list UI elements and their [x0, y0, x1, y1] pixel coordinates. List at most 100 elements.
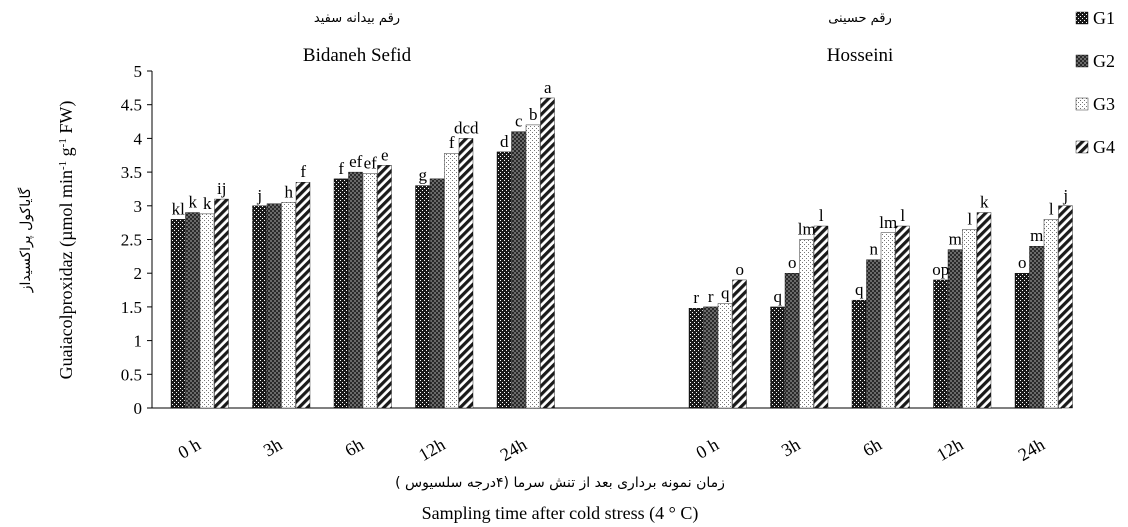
significance-letter: d: [500, 132, 509, 151]
category-labels: 0 h 3h 6h 12h 24h 0 h 3h 6h 12h 24h: [175, 434, 1048, 465]
y-axis-title-fa: گایاکول پراکسیداز: [17, 187, 34, 293]
significance-letter: h: [285, 182, 294, 201]
significance-letter: f: [338, 159, 344, 178]
significance-letter: lm: [879, 213, 897, 232]
y-tick-label: 2: [134, 264, 143, 283]
bar-G4: [976, 212, 992, 409]
category-label: 12h: [933, 434, 966, 465]
category-label: 12h: [415, 434, 448, 465]
category-label: 6h: [859, 434, 885, 460]
bar-G1: [415, 185, 430, 409]
y-axis-title-en: Guaiacolproxidaz (µmol min-1 g-1 FW): [56, 101, 77, 380]
significance-letter: l: [1049, 199, 1054, 218]
significance-letter: f: [449, 133, 455, 152]
significance-letter: dcd: [454, 118, 479, 137]
category-label: 24h: [497, 434, 530, 465]
bar-G3: [525, 124, 541, 409]
bar-G2: [947, 249, 963, 409]
bar-G3: [717, 303, 733, 409]
significance-letter: l: [967, 209, 972, 228]
bar-G3: [880, 232, 896, 409]
x-axis-title-en: Sampling time after cold stress (4 ° C): [422, 503, 699, 524]
bar-G4: [540, 97, 555, 409]
bar-G2: [511, 131, 526, 409]
bar-G4: [295, 182, 311, 409]
significance-letter: r: [693, 288, 699, 307]
bar-G2: [1029, 246, 1044, 409]
significance-letter: a: [544, 78, 552, 97]
significance-letter: ij: [217, 179, 226, 198]
category-label: 3h: [260, 434, 286, 460]
significance-letter: op: [932, 260, 949, 279]
bar-G3: [1043, 219, 1059, 409]
group-title-en-1: Hosseini: [827, 45, 894, 66]
significance-letter: q: [855, 280, 864, 299]
bar-G3: [962, 229, 977, 409]
legend-swatch-G4: [1075, 140, 1089, 154]
y-axis-title: Guaiacolproxidaz (µmol min-1 g-1 FW) گای…: [17, 101, 77, 380]
y-tick-label: 1: [134, 332, 143, 351]
bar-G2: [266, 203, 282, 409]
bar-G4: [732, 279, 747, 409]
bars: [170, 97, 1073, 409]
significance-letter: g: [419, 166, 428, 185]
y-ticks: 0 0.5 1 1.5 2 2.5 3 3.5 4 4.5 5: [121, 62, 152, 418]
bar-G2: [185, 212, 200, 409]
y-tick-label: 1.5: [121, 298, 142, 317]
legend-swatch-G1: [1075, 11, 1089, 25]
group-title-fa-0: رقم بیدانه سفید: [314, 11, 400, 26]
group-title-en-0: Bidaneh Sefid: [303, 45, 412, 66]
significance-letter: o: [736, 260, 745, 279]
group-title-fa-1: رقم حسینی: [828, 11, 892, 26]
bar-G1: [170, 219, 186, 409]
significance-letter: j: [1062, 186, 1068, 205]
y-tick-label: 4: [134, 129, 143, 148]
y-tick-label: 0.5: [121, 365, 142, 384]
significance-letter: l: [900, 206, 905, 225]
bar-G3: [444, 153, 459, 409]
y-tick-label: 3.5: [121, 163, 142, 182]
significance-letter: r: [708, 287, 714, 306]
bar-G1: [851, 299, 867, 409]
group-titles: رقم بیدانه سفید Bidaneh Sefid رقم حسینی …: [303, 11, 893, 66]
x-axis-title-fa: زمان نمونه برداری بعد از تنش سرما (۴درجه…: [395, 475, 725, 491]
legend-label-G3: G3: [1093, 94, 1115, 114]
bar-G2: [866, 259, 881, 409]
significance-letter: m: [949, 230, 962, 249]
category-label: 3h: [778, 434, 804, 460]
legend-swatch-G2: [1075, 54, 1089, 68]
significance-letter: k: [189, 193, 198, 212]
bar-G2: [784, 273, 800, 409]
y-tick-label: 5: [134, 62, 143, 81]
bar-G1: [252, 205, 267, 409]
y-tick-label: 4.5: [121, 96, 142, 115]
y-tick-label: 3: [134, 197, 143, 216]
category-label: 6h: [341, 434, 367, 460]
bar-G4: [458, 138, 474, 409]
significance-letter: q: [721, 284, 730, 303]
y-tick-label: 2.5: [121, 231, 142, 250]
significance-letter: lm: [798, 220, 816, 239]
bar-G1: [333, 178, 349, 409]
bar-G2: [348, 171, 363, 409]
bar-G1: [770, 306, 785, 409]
bar-G4: [377, 165, 392, 409]
legend-label-G2: G2: [1093, 51, 1115, 71]
bar-G2: [429, 178, 445, 409]
x-axis-title: زمان نمونه برداری بعد از تنش سرما (۴درجه…: [395, 475, 725, 524]
significance-letter: ef: [349, 152, 363, 171]
bar-G3: [199, 213, 215, 409]
bar-G3: [799, 239, 814, 409]
significance-letter: c: [515, 112, 523, 131]
legend-swatch-G3: [1075, 97, 1089, 111]
significance-letter: q: [774, 287, 783, 306]
legend-label-G4: G4: [1093, 137, 1115, 157]
significance-letter: l: [819, 206, 824, 225]
bar-G1: [688, 308, 704, 409]
significance-letter: b: [529, 105, 538, 124]
significance-letter: kl: [172, 199, 186, 218]
significance-letter: j: [256, 186, 262, 205]
significance-letter: k: [980, 193, 989, 212]
